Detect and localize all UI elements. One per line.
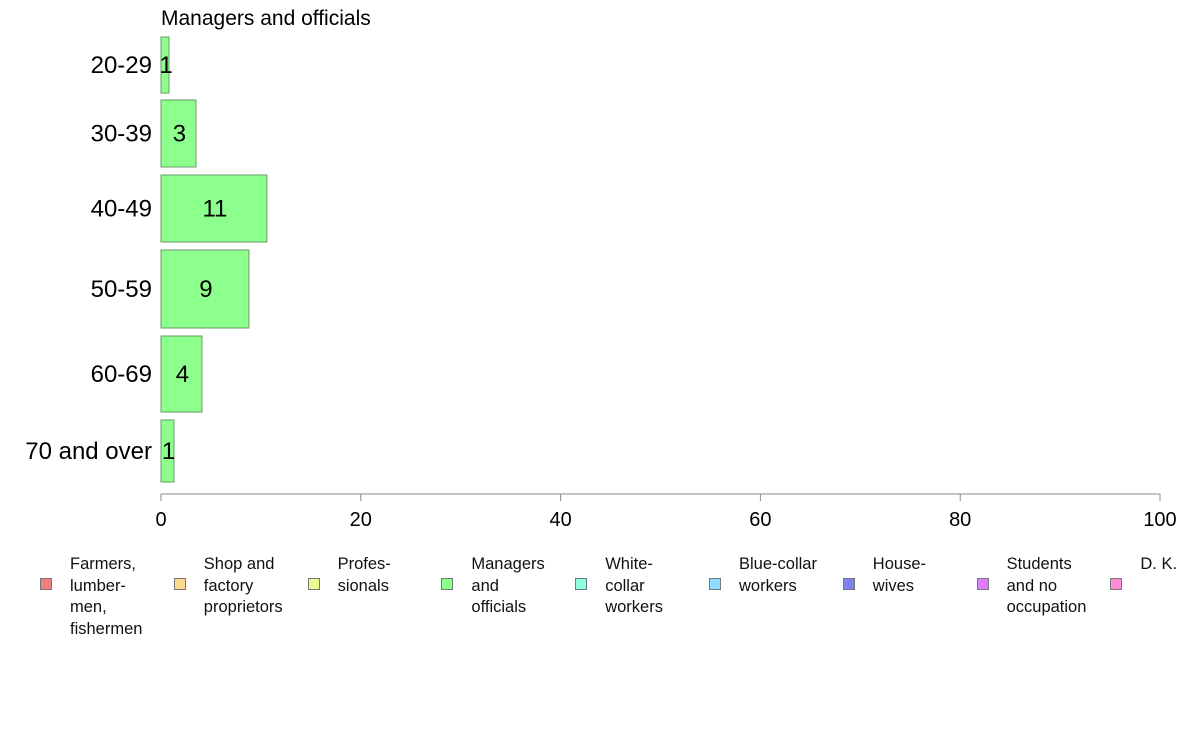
value-label: 1 xyxy=(159,52,172,79)
legend-item: Farmers, lumber- men, fishermen xyxy=(40,554,142,640)
bar-30-39 xyxy=(160,99,197,168)
legend-label: Managers and officials xyxy=(471,555,545,616)
legend-label: White- collar workers xyxy=(605,555,663,616)
legend: Farmers, lumber- men, fishermen Shop and … xyxy=(40,554,1188,638)
value-label: 11 xyxy=(202,196,227,223)
legend-label: Farmers, lumber- men, fishermen xyxy=(70,555,143,638)
value-label: 9 xyxy=(199,276,212,303)
bar-chart: Managers and officials 20-29 30-39 40-49 50… xyxy=(25,7,1177,531)
value-label: 1 xyxy=(162,438,175,465)
x-tick-label: 0 xyxy=(155,509,166,531)
x-tick-label: 60 xyxy=(749,509,771,531)
category-label: 70 and over xyxy=(25,438,152,465)
x-tick-label: 100 xyxy=(1143,509,1176,531)
legend-label: D. K. xyxy=(1140,555,1178,573)
category-label: 30-39 xyxy=(91,121,152,148)
category-labels: 20-29 30-39 40-49 50-59 60-69 70 and over xyxy=(25,52,152,465)
x-tick-label: 80 xyxy=(949,509,971,531)
legend-swatch xyxy=(976,578,989,590)
legend-swatch xyxy=(842,578,855,590)
x-axis: 0 20 40 60 80 100 xyxy=(155,493,1177,531)
legend-swatch xyxy=(575,578,588,590)
legend-item: Managers and officials xyxy=(441,554,545,619)
legend-swatch xyxy=(441,578,454,590)
bar-20-29 xyxy=(160,36,170,94)
legend-swatch xyxy=(307,578,320,590)
category-label: 60-69 xyxy=(91,361,152,388)
chart-title: Managers and officials xyxy=(161,7,371,30)
legend-item: House- wives xyxy=(842,554,926,597)
legend-swatch xyxy=(40,578,52,590)
legend-label: Shop and factory proprietors xyxy=(203,555,283,616)
legend-item: Profes- sionals xyxy=(307,554,391,597)
legend-item: Students and no occupation xyxy=(976,554,1087,619)
legend-label: House- wives xyxy=(872,555,926,595)
category-label: 20-29 xyxy=(91,52,152,79)
legend-item: D. K. xyxy=(1110,554,1177,590)
legend-label: Blue-collar workers xyxy=(739,555,817,595)
bar-40-49 xyxy=(160,174,268,243)
bar-50-59 xyxy=(160,249,250,329)
bar-60-69 xyxy=(160,335,203,413)
legend-label: Profes- sionals xyxy=(337,555,391,595)
category-label: 40-49 xyxy=(91,196,152,223)
x-tick-label: 40 xyxy=(549,509,571,531)
bars-group xyxy=(160,36,268,483)
legend-label: Students and no occupation xyxy=(1006,555,1087,616)
legend-item: Shop and factory proprietors xyxy=(173,554,283,619)
bar-70-and-over xyxy=(160,419,175,483)
legend-item: Blue-collar workers xyxy=(709,554,817,597)
legend-swatch xyxy=(1110,578,1123,590)
value-label: 3 xyxy=(173,121,186,148)
value-label: 4 xyxy=(176,361,189,388)
x-tick-label: 20 xyxy=(350,509,372,531)
legend-swatch xyxy=(709,578,721,590)
legend-item: White- collar workers xyxy=(575,554,663,619)
legend-swatch xyxy=(173,578,186,590)
category-label: 50-59 xyxy=(91,276,152,303)
